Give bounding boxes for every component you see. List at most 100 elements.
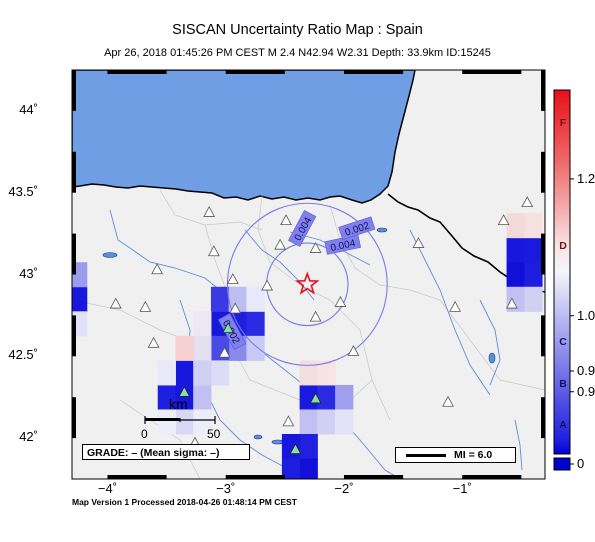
- station-triangle: [280, 214, 292, 226]
- station-triangle: [139, 300, 152, 312]
- grid-cell: [299, 360, 318, 386]
- grid-cell: [317, 409, 336, 435]
- grid-cell: [506, 213, 525, 239]
- color-scale-min-swatch: [553, 457, 571, 471]
- grid-cell: [193, 384, 212, 410]
- station-used-triangle: [222, 322, 234, 334]
- scale-bar-start: 0: [141, 427, 148, 441]
- grid-cell: [317, 384, 336, 410]
- station-triangle: [218, 346, 231, 358]
- station-triangle: [274, 238, 287, 250]
- grid-cell: [506, 262, 525, 288]
- map-title: SISCAN Uncertainty Ratio Map : Spain: [172, 22, 423, 38]
- station-triangle: [309, 241, 322, 253]
- grid-cell: [228, 286, 247, 312]
- bay-of-biscay: [72, 70, 416, 204]
- color-scale-label: 0: [577, 456, 585, 471]
- station-triangle: [505, 297, 518, 309]
- frame-tick: [462, 70, 522, 74]
- color-scale: [553, 89, 574, 471]
- station-used-triangle: [309, 392, 322, 404]
- grid-cell: [281, 458, 301, 479]
- grid-cell: [193, 311, 212, 337]
- seismic-stations: [109, 196, 534, 455]
- station-triangle: [347, 345, 360, 356]
- station-triangle: [334, 295, 347, 307]
- station-triangle: [412, 237, 425, 248]
- grade-letter: A: [559, 419, 567, 432]
- grid-cell: [157, 360, 176, 386]
- grid-cell: [193, 360, 212, 386]
- contour-label-bg: [324, 234, 362, 255]
- grid-cell: [157, 409, 176, 435]
- event-summary: Apr 26, 2018 01:45:26 PM CEST M 2.4 N42.…: [104, 47, 491, 59]
- latitude-label: 42.5˚: [8, 347, 38, 363]
- grid-cell: [175, 384, 194, 410]
- latitude-label: 44˚: [19, 101, 38, 117]
- contour-label-text: 0.004: [330, 238, 357, 254]
- grid-cell: [210, 360, 230, 386]
- latitude-label: 42˚: [19, 429, 38, 445]
- grade-box: GRADE: – (Mean sigma: –): [82, 444, 250, 460]
- longitude-label: −4˚: [97, 481, 118, 496]
- grid-cell: [299, 384, 318, 410]
- frame-tick: [541, 151, 545, 193]
- frame-tick: [225, 70, 285, 74]
- contour-label-bg: [338, 216, 376, 241]
- scale-bar-end: 50: [207, 427, 221, 441]
- mi-legend-line: [406, 454, 446, 457]
- station-triangle: [203, 205, 216, 217]
- epicenter-star: [295, 271, 320, 295]
- grid-cell: [193, 409, 212, 435]
- longitude-label: −1˚: [452, 481, 472, 496]
- grid-cell: [175, 360, 194, 386]
- station-triangle: [229, 302, 242, 314]
- longitude-label: −2˚: [334, 481, 354, 496]
- frame-tick: [72, 70, 76, 111]
- scale-bar: [144, 416, 216, 424]
- grid-cell: [299, 409, 318, 435]
- color-scale-label: 0.9: [577, 383, 595, 399]
- station-triangle: [497, 214, 510, 226]
- map-frame: [71, 69, 546, 480]
- frame-tick: [541, 315, 545, 357]
- grade-text: GRADE: – (Mean sigma: –): [87, 447, 220, 459]
- station-triangle: [147, 336, 160, 348]
- grid-cell: [299, 458, 318, 479]
- contour-label-bg: [288, 209, 317, 247]
- frame-tick: [462, 475, 522, 479]
- station-triangle: [442, 395, 454, 407]
- frame-tick: [541, 70, 545, 111]
- frame-tick: [107, 475, 167, 479]
- color-scale-label: 1.2: [577, 170, 595, 186]
- scale-bar-unit: km: [169, 396, 188, 412]
- grid-cell: [317, 360, 336, 386]
- latitude-label: 43.5˚: [8, 183, 38, 199]
- longitude-label: −3˚: [216, 481, 236, 496]
- station-triangle: [282, 415, 295, 427]
- grid-cell: [524, 213, 543, 239]
- station-triangle: [226, 273, 239, 284]
- grid-cell: [246, 286, 265, 312]
- grid-cell: [193, 335, 212, 361]
- color-scale-label: 0.9: [577, 363, 595, 378]
- frame-tick: [72, 315, 76, 357]
- grid-cell: [175, 409, 194, 435]
- grade-letter: C: [559, 336, 567, 349]
- grid-cell: [524, 237, 543, 263]
- grid-cell: [281, 434, 301, 460]
- grid-cell: [335, 384, 354, 410]
- grade-letter: D: [559, 240, 567, 253]
- frame-tick: [72, 233, 76, 275]
- grid-cell: [246, 311, 265, 337]
- grade-letter: B: [559, 377, 567, 390]
- uncertainty-grid: [72, 213, 543, 479]
- station-triangle: [109, 297, 122, 309]
- grid-cell: [175, 335, 194, 361]
- station-triangle: [521, 196, 534, 208]
- station-triangle: [208, 245, 220, 257]
- mi-legend-text: MI = 6.0: [454, 449, 493, 461]
- contour-ring: [226, 202, 388, 366]
